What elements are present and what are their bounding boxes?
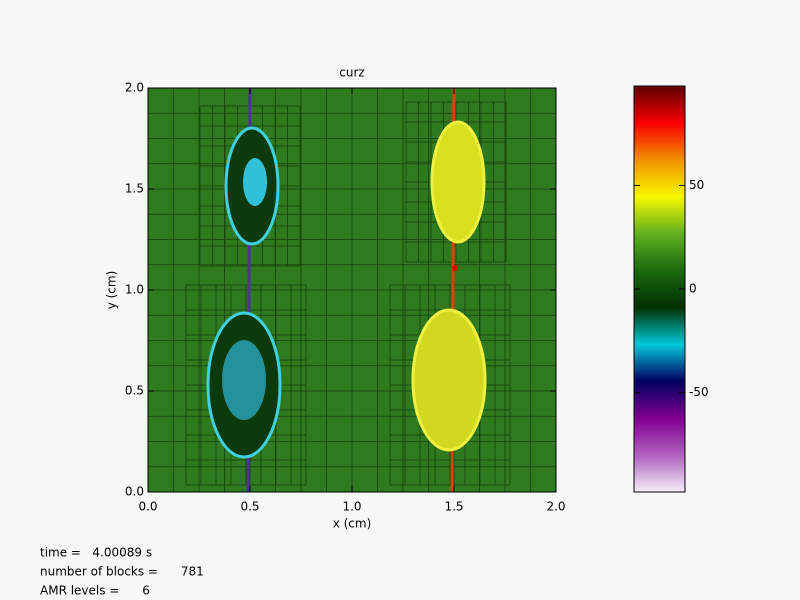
colorbar-tick-label: 0	[689, 282, 697, 296]
annotation: number of blocks = 781	[40, 565, 204, 579]
y-tick-label: 2.0	[125, 81, 144, 95]
x-tick-label: 2.0	[546, 500, 565, 514]
y-tick-label: 1.0	[125, 283, 144, 297]
x-tick-label: 0.5	[240, 500, 259, 514]
colorbar	[633, 85, 686, 493]
x-tick-label: 1.0	[342, 500, 361, 514]
x-tick-label: 0.0	[138, 500, 157, 514]
chart-title: curz	[339, 66, 364, 80]
annotation: time = 4.00089 s	[40, 546, 152, 560]
x-tick-label: 1.5	[444, 500, 463, 514]
x-axis-label: x (cm)	[333, 517, 372, 531]
colorbar-tick-label: -50	[689, 385, 709, 399]
y-tick-label: 1.5	[125, 182, 144, 196]
y-tick-label: 0.0	[125, 485, 144, 499]
field	[148, 88, 556, 492]
y-axis-label: y (cm)	[105, 271, 119, 310]
annotation: AMR levels = 6	[40, 584, 150, 598]
colorbar-tick-label: 50	[689, 178, 704, 192]
y-tick-label: 0.5	[125, 384, 144, 398]
